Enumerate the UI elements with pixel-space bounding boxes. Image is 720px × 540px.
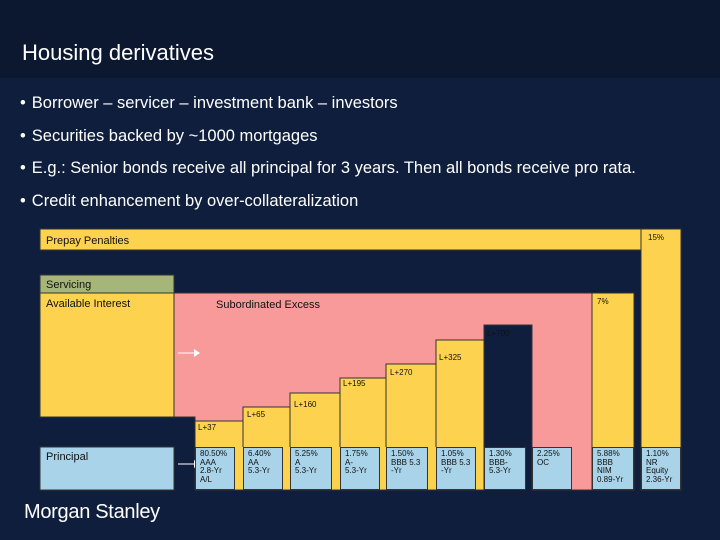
spread-label: L+195 — [343, 379, 366, 388]
tranche-text: 2.25% — [537, 449, 560, 458]
tranche-text: BBB- — [489, 457, 508, 467]
bullet-dot-icon: • — [20, 191, 26, 210]
bullet-list: • Borrower – servicer – investment bank –… — [20, 92, 710, 222]
prepay-penalties-label: Prepay Penalties — [46, 235, 130, 247]
tranche-text: A — [295, 457, 301, 467]
tranche-box: 1.50% BBB 5.3 -Yr — [386, 447, 428, 490]
tranche-text: -Yr — [391, 466, 402, 475]
title-bar — [0, 0, 720, 78]
bullet-item: • Borrower – servicer – investment bank –… — [20, 94, 398, 112]
principal-box — [39, 446, 175, 491]
servicing-label: Servicing — [46, 279, 92, 291]
tranche-box: 80.50% AAA 2.8-Yr A/L — [195, 447, 235, 490]
spread-label: L+700 — [487, 329, 510, 338]
tranche-box: 5.88% BBB NIM 0.89-Yr — [592, 447, 634, 490]
tranche-text: OC — [537, 457, 549, 467]
tranche-text: AA — [248, 457, 259, 467]
tranche-text: A/L — [200, 474, 213, 484]
tranche-text: 1.50% — [391, 449, 414, 458]
tranche-box: 1.10% NR Equity 2.36-Yr — [641, 447, 681, 490]
tranche-text: -Yr — [441, 466, 452, 475]
tranche-text: 2.8-Yr — [200, 466, 222, 475]
spread-label: L+37 — [198, 423, 217, 432]
spread-label: L+65 — [247, 410, 266, 419]
tranche-text: BBB 5.3 — [441, 457, 471, 467]
tranche-text: 1.05% — [441, 449, 464, 458]
tranche-text: Equity — [646, 466, 669, 475]
tranche-text: 1.75% — [345, 449, 368, 458]
tranche-text: 0.89-Yr — [597, 474, 624, 484]
arrowhead-icon — [194, 349, 200, 357]
spread-label: L+270 — [390, 368, 413, 377]
tranche-text: 5.25% — [295, 449, 318, 458]
prepay-penalties-bar — [39, 228, 682, 251]
tranche-box: 1.05% BBB 5.3 -Yr — [436, 447, 476, 490]
prepay-column — [640, 228, 682, 491]
tranche-box: 2.25% OC — [532, 447, 572, 490]
tranche-box: 6.40% AA 5.3-Yr — [243, 447, 283, 490]
bullet-item: • Credit enhancement by over-collateraliz… — [20, 191, 359, 210]
tranche-text: BBB — [597, 457, 614, 467]
available-interest-box — [39, 292, 175, 418]
tranche-text: 5.3-Yr — [248, 466, 270, 475]
morgan-stanley-logo: Morgan Stanley — [24, 501, 160, 523]
bullet-dot-icon: • — [20, 94, 26, 112]
tranche-text: 1.10% — [646, 449, 669, 458]
tranche-text: 5.3-Yr — [489, 466, 511, 475]
bullet-dot-icon: • — [20, 126, 26, 145]
tranche-text: 1.30% — [489, 449, 512, 458]
tranche-text: BBB 5.3 — [391, 457, 421, 467]
tranche-text: 5.3-Yr — [295, 466, 317, 475]
prepay-pct-label: 15% — [648, 233, 665, 242]
tranche-text: 5.3-Yr — [345, 466, 367, 475]
bullet-item: • E.g.: Senior bonds receive all principa… — [20, 159, 636, 177]
tranche-box: 1.75% A- 5.3-Yr — [340, 447, 380, 490]
principal-label: Principal — [46, 451, 89, 463]
available-interest-label: Available Interest — [46, 298, 131, 310]
tranche-text: NR — [646, 457, 658, 467]
bullet-dot-icon: • — [20, 159, 26, 177]
tranche-box: 1.30% BBB- 5.3-Yr — [484, 447, 526, 490]
spread-label: L+160 — [294, 400, 317, 409]
tranche-text: NIM — [597, 466, 612, 475]
tranche-text: 80.50% — [200, 449, 228, 458]
tranche-text: A- — [345, 457, 353, 467]
tranche-box: 5.25% A 5.3-Yr — [290, 447, 332, 490]
tranche-text: AAA — [200, 457, 217, 467]
bullet-item: • Securities backed by ~1000 mortgages — [20, 126, 318, 145]
subordinated-pct-label: 7% — [597, 297, 609, 306]
spread-label: L+325 — [439, 353, 462, 362]
slide-title: Housing derivatives — [22, 40, 214, 65]
tranche-text: 6.40% — [248, 449, 271, 458]
subordinated-excess-label: Subordinated Excess — [216, 299, 320, 311]
tranche-text: 5.88% — [597, 449, 620, 458]
tranche-text: 2.36-Yr — [646, 474, 673, 484]
